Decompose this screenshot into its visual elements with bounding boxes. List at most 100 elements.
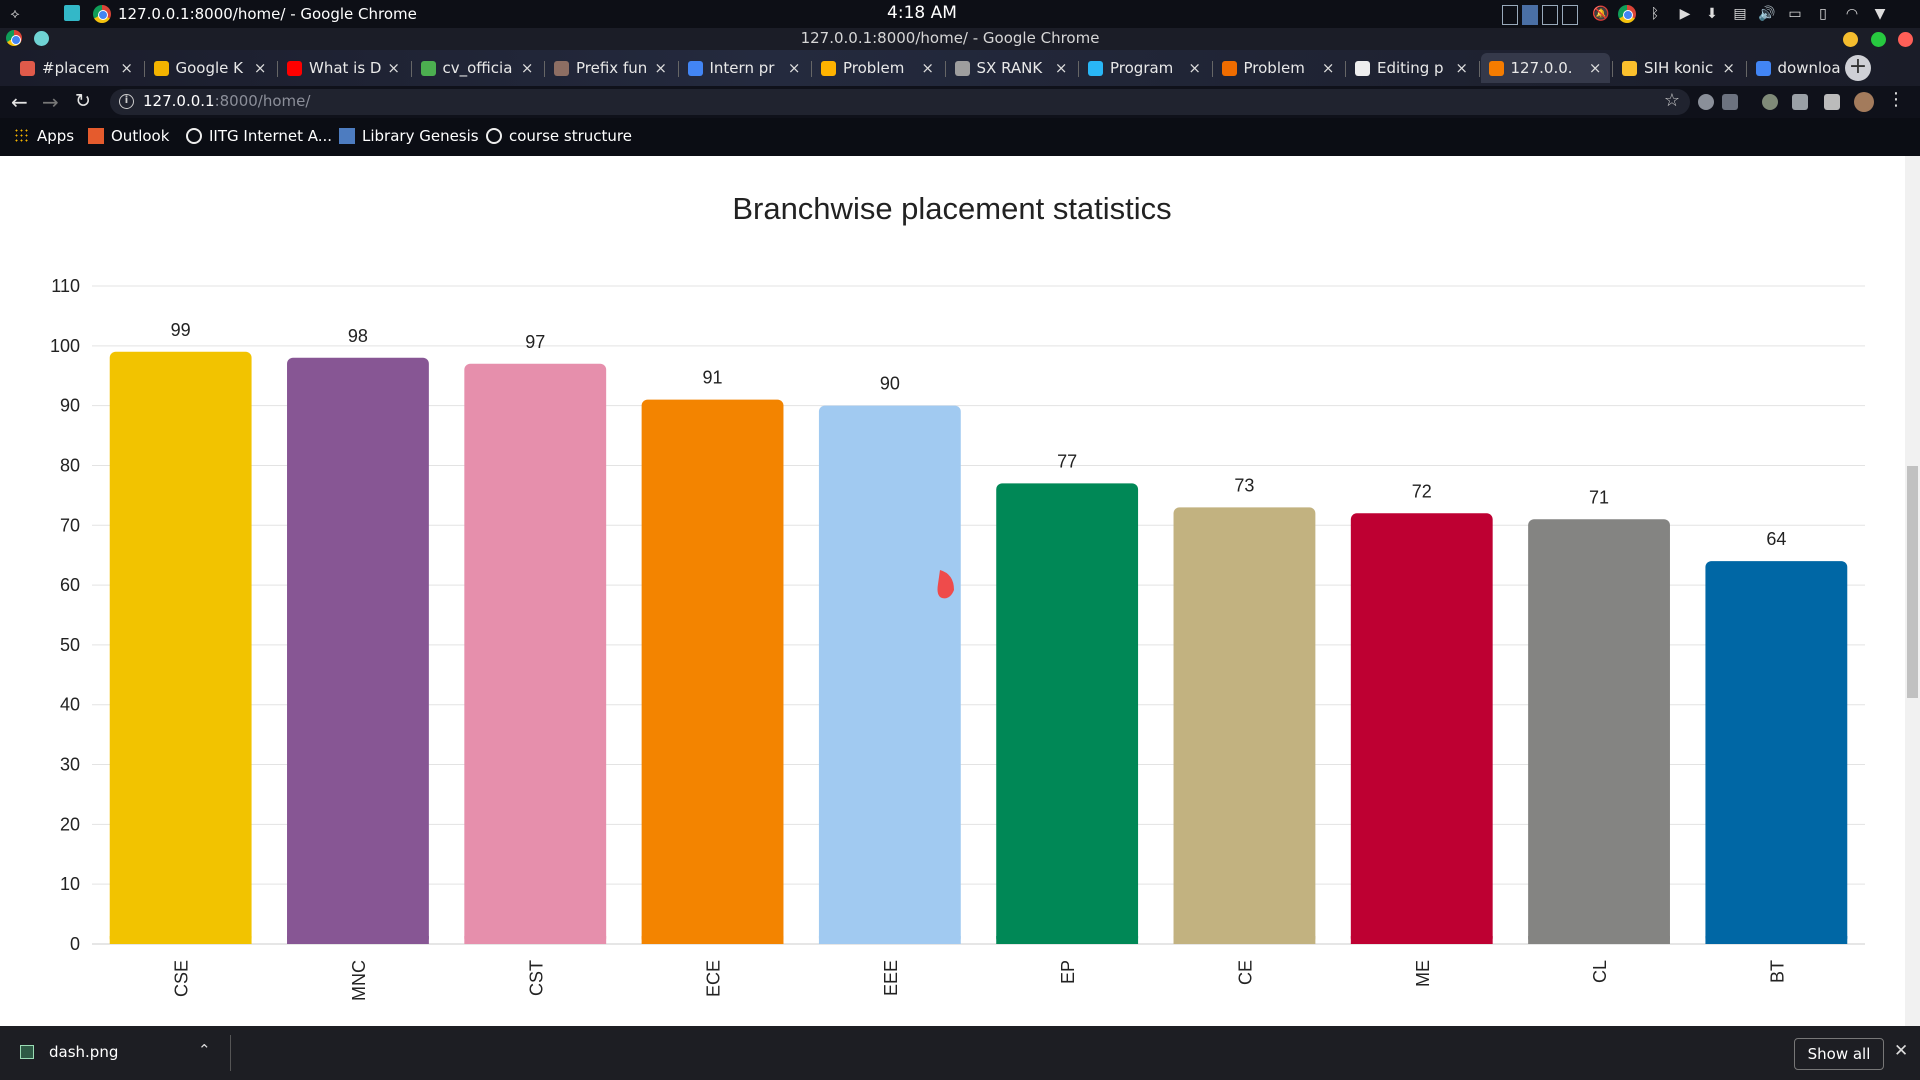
- tab-favicon-icon: [1622, 60, 1637, 76]
- bookmark-item[interactable]: course structure: [486, 127, 632, 145]
- browser-tab[interactable]: #placem ×: [12, 53, 141, 83]
- bar-me[interactable]: [1350, 513, 1493, 944]
- browser-tab[interactable]: Program ×: [1080, 53, 1209, 83]
- workspace-1-icon[interactable]: [1502, 5, 1518, 25]
- back-button[interactable]: ←: [11, 90, 28, 114]
- tab-favicon-icon: [1221, 60, 1237, 76]
- close-window-button[interactable]: [1898, 32, 1913, 47]
- profile-avatar[interactable]: [1854, 92, 1874, 112]
- browser-tab[interactable]: Intern pr ×: [680, 53, 809, 83]
- forward-button[interactable]: →: [42, 90, 59, 114]
- chrome-menu-icon[interactable]: ⋮: [1887, 89, 1905, 110]
- device-icon[interactable]: ▯: [1819, 6, 1827, 22]
- tab-close-icon[interactable]: ×: [253, 59, 267, 77]
- bookmark-star-icon[interactable]: ☆: [1663, 90, 1680, 111]
- tab-close-icon[interactable]: ×: [1588, 59, 1602, 77]
- y-tick-label: 80: [60, 455, 80, 475]
- window-title: 127.0.0.1:8000/home/ - Google Chrome: [800, 29, 1100, 47]
- address-url[interactable]: 127.0.0.1:8000/home/: [143, 92, 311, 110]
- browser-tab[interactable]: What is D ×: [279, 53, 408, 83]
- download-menu-chevron-icon[interactable]: ⌃: [198, 1041, 211, 1059]
- browser-tab[interactable]: 127.0.0. ×: [1480, 53, 1610, 83]
- address-bar[interactable]: i 127.0.0.1:8000/home/ ☆: [110, 89, 1690, 115]
- system-menu-chevron-icon[interactable]: ▼: [1874, 6, 1886, 22]
- workspace-2-icon[interactable]: [1522, 5, 1538, 25]
- extension-mail-icon[interactable]: [1722, 94, 1738, 110]
- browser-tab[interactable]: SIH konic ×: [1614, 53, 1743, 83]
- tab-close-icon[interactable]: ×: [387, 59, 400, 77]
- globe-icon: [486, 128, 502, 144]
- tab-close-icon[interactable]: ×: [1455, 59, 1468, 77]
- tab-close-icon[interactable]: ×: [1188, 59, 1201, 77]
- clipboard-icon[interactable]: ▤: [1733, 6, 1747, 22]
- tab-close-icon[interactable]: ×: [1054, 59, 1068, 77]
- download-item[interactable]: dash.png: [20, 1043, 118, 1061]
- tab-close-icon[interactable]: ×: [787, 59, 801, 77]
- reload-button[interactable]: ↻: [75, 90, 91, 112]
- tab-close-icon[interactable]: ×: [1722, 59, 1735, 77]
- bar-ece[interactable]: [641, 399, 784, 944]
- tab-close-icon[interactable]: ×: [921, 59, 934, 77]
- bar-bt[interactable]: [1705, 561, 1848, 944]
- tab-close-icon[interactable]: ×: [520, 59, 534, 77]
- y-tick-label: 20: [60, 814, 80, 834]
- maximize-button[interactable]: [1871, 32, 1886, 47]
- tab-close-icon[interactable]: ×: [654, 59, 667, 77]
- browser-tab[interactable]: Problem ×: [813, 53, 942, 83]
- pinned-app-icon[interactable]: [34, 31, 49, 46]
- tab-separator: [1211, 61, 1213, 77]
- browser-tab[interactable]: Google K ×: [146, 53, 275, 83]
- browser-tab[interactable]: SX RANK ×: [947, 53, 1076, 83]
- browser-tab[interactable]: Editing p ×: [1347, 53, 1476, 83]
- extension-1-icon[interactable]: [1698, 94, 1714, 110]
- notifications-muted-icon[interactable]: 🔕: [1592, 6, 1610, 22]
- show-all-button[interactable]: Show all: [1794, 1038, 1884, 1070]
- volume-icon[interactable]: 🔊: [1758, 6, 1776, 22]
- battery-icon[interactable]: ▭: [1788, 6, 1802, 22]
- site-info-icon[interactable]: i: [119, 94, 134, 109]
- extension-settings-icon[interactable]: [1762, 94, 1778, 110]
- bookmark-item[interactable]: Apps: [14, 127, 74, 145]
- bookmark-item[interactable]: Outlook: [88, 127, 169, 145]
- wifi-icon[interactable]: ◠: [1845, 6, 1859, 22]
- mouse-cursor-icon: [937, 570, 954, 599]
- bar-ep[interactable]: [996, 483, 1139, 944]
- minimize-button[interactable]: [1843, 32, 1858, 47]
- download-tray-icon[interactable]: ⬇: [1706, 6, 1718, 22]
- bar-cst[interactable]: [464, 363, 607, 944]
- chrome-tray-icon[interactable]: [1618, 5, 1636, 23]
- bar-mnc[interactable]: [287, 357, 429, 944]
- bar-ce[interactable]: [1173, 507, 1316, 944]
- workspace-3-icon[interactable]: [1542, 5, 1558, 25]
- files-icon[interactable]: [64, 5, 80, 21]
- new-tab-button[interactable]: +: [1845, 55, 1871, 81]
- data-label: 91: [703, 368, 723, 388]
- bookmark-item[interactable]: IITG Internet A...: [186, 127, 332, 145]
- bluetooth-icon[interactable]: ᛒ: [1650, 6, 1660, 22]
- data-label: 99: [171, 320, 191, 340]
- scrollbar-thumb[interactable]: [1907, 466, 1918, 698]
- workspace-4-icon[interactable]: [1562, 5, 1578, 25]
- bar-cse[interactable]: [109, 351, 252, 944]
- tab-favicon-icon: [954, 60, 970, 76]
- browser-tab[interactable]: Prefix fun ×: [546, 53, 675, 83]
- activities-icon[interactable]: ⟡: [10, 6, 20, 22]
- bar-base: [464, 936, 607, 944]
- bar-eee[interactable]: [818, 405, 961, 944]
- browser-tab[interactable]: Problem ×: [1214, 53, 1343, 83]
- bar-cl[interactable]: [1528, 519, 1670, 944]
- media-play-icon[interactable]: ▶: [1679, 6, 1691, 22]
- extension-3-icon[interactable]: [1792, 94, 1808, 110]
- bookmark-item[interactable]: Library Genesis: [339, 127, 479, 145]
- clock[interactable]: 4:18 AM: [887, 3, 957, 23]
- download-bar: dash.png ⌃ Show all ✕: [0, 1026, 1920, 1080]
- extensions-puzzle-icon[interactable]: [1824, 94, 1840, 110]
- tab-separator: [811, 61, 812, 77]
- bar-base: [818, 936, 961, 944]
- tab-close-icon[interactable]: ×: [120, 59, 133, 77]
- close-download-bar-icon[interactable]: ✕: [1894, 1041, 1909, 1061]
- tab-close-icon[interactable]: ×: [1321, 59, 1335, 77]
- chrome-taskbar-icon[interactable]: [93, 5, 111, 23]
- browser-tab[interactable]: cv_officia ×: [413, 53, 542, 83]
- data-label: 97: [525, 332, 545, 352]
